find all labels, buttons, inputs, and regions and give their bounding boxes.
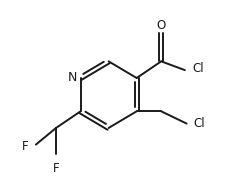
Text: O: O (156, 19, 165, 32)
Text: F: F (52, 162, 59, 175)
Text: N: N (68, 72, 77, 85)
Text: F: F (22, 140, 29, 153)
Text: Cl: Cl (193, 117, 204, 130)
Text: Cl: Cl (191, 62, 203, 75)
